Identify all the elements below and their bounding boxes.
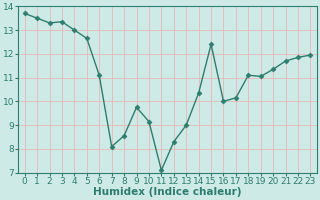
X-axis label: Humidex (Indice chaleur): Humidex (Indice chaleur) (93, 187, 242, 197)
